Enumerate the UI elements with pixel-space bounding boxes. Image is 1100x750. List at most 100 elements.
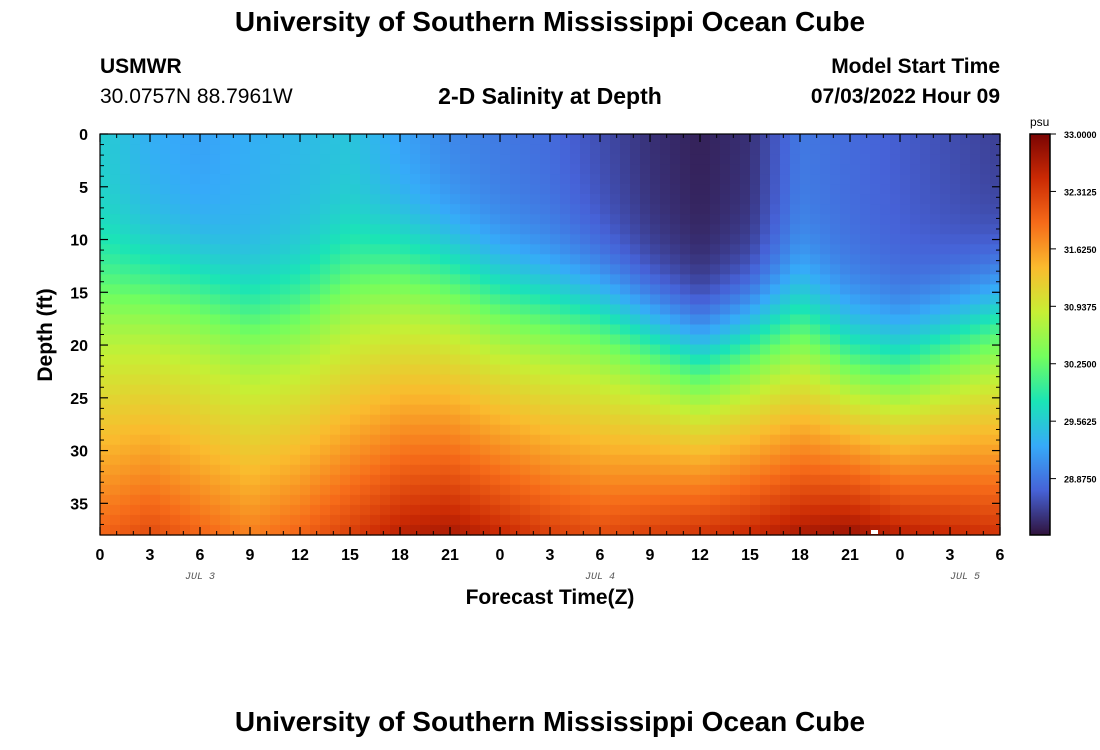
heatmap-cell — [960, 484, 971, 496]
heatmap-cell — [880, 184, 891, 195]
heatmap-cell — [980, 274, 991, 285]
heatmap-cell — [580, 184, 591, 195]
heatmap-cell — [160, 344, 171, 356]
heatmap-cell — [260, 334, 271, 346]
heatmap-cell — [580, 234, 591, 245]
heatmap-cell — [430, 324, 441, 336]
heatmap-cell — [740, 464, 751, 476]
heatmap-cell — [540, 484, 551, 496]
heatmap-cell — [360, 344, 371, 356]
heatmap-cell — [430, 524, 441, 536]
heatmap-cell — [800, 524, 811, 536]
heatmap-cell — [120, 254, 131, 265]
heatmap-cell — [690, 504, 701, 516]
heatmap-cell — [790, 484, 801, 496]
heatmap-cell — [940, 334, 951, 346]
heatmap-cell — [280, 234, 291, 245]
y-tick-label: 15 — [70, 285, 88, 302]
heatmap-cell — [900, 134, 911, 145]
heatmap-cell — [360, 134, 371, 145]
heatmap-cell — [190, 254, 201, 265]
heatmap-cell — [460, 434, 471, 446]
heatmap-cell — [930, 274, 941, 285]
heatmap-cell — [630, 304, 641, 316]
heatmap-cell — [790, 394, 801, 406]
heatmap-cell — [270, 394, 281, 406]
heatmap-cell — [760, 464, 771, 476]
heatmap-cell — [440, 384, 451, 396]
heatmap-cell — [360, 334, 371, 346]
heatmap-cell — [910, 444, 921, 456]
heatmap-cell — [550, 184, 561, 195]
heatmap-cell — [190, 384, 201, 396]
heatmap-cell — [810, 174, 821, 185]
heatmap-cell — [640, 194, 651, 205]
heatmap-cell — [890, 374, 901, 386]
heatmap-cell — [340, 164, 351, 175]
heatmap-cell — [390, 444, 401, 456]
heatmap-cell — [540, 514, 551, 526]
heatmap-cell — [300, 374, 311, 386]
heatmap-cell — [740, 454, 751, 466]
heatmap-cell — [320, 134, 331, 145]
heatmap-cell — [800, 304, 811, 316]
heatmap-cell — [700, 204, 711, 215]
heatmap-cell — [490, 524, 501, 536]
heatmap-cell — [270, 434, 281, 446]
heatmap-cell — [330, 494, 341, 506]
heatmap-cell — [120, 194, 131, 205]
heatmap-cell — [980, 154, 991, 165]
heatmap-cell — [280, 174, 291, 185]
heatmap-cell — [450, 264, 461, 275]
heatmap-cell — [710, 414, 721, 426]
heatmap-cell — [740, 474, 751, 486]
heatmap-cell — [100, 154, 111, 165]
heatmap-cell — [410, 164, 421, 175]
heatmap-cell — [950, 134, 961, 145]
heatmap-cell — [940, 134, 951, 145]
heatmap-cell — [620, 164, 631, 175]
heatmap-cell — [230, 164, 241, 175]
heatmap-cell — [400, 194, 411, 205]
heatmap-cell — [320, 334, 331, 346]
heatmap-cell — [770, 424, 781, 436]
heatmap-cell — [290, 394, 301, 406]
heatmap-cell — [730, 154, 741, 165]
heatmap-cell — [740, 494, 751, 506]
heatmap-cell — [540, 264, 551, 275]
heatmap-cell — [320, 364, 331, 376]
heatmap-cell — [280, 194, 291, 205]
heatmap-cell — [320, 314, 331, 326]
heatmap-cell — [680, 494, 691, 506]
heatmap-cell — [440, 444, 451, 456]
heatmap-cell — [350, 234, 361, 245]
heatmap-cell — [620, 224, 631, 235]
heatmap-cell — [370, 254, 381, 265]
heatmap-cell — [980, 524, 991, 536]
heatmap-cell — [260, 464, 271, 476]
footer-title: University of Southern Mississippi Ocean… — [234, 706, 866, 737]
heatmap-cell — [300, 144, 311, 155]
heatmap-cell — [590, 304, 601, 316]
heatmap-cell — [200, 184, 211, 195]
heatmap-cell — [400, 454, 411, 466]
heatmap-cell — [580, 144, 591, 155]
chart-subtitle: 2-D Salinity at Depth — [438, 83, 662, 109]
heatmap-cell — [450, 404, 461, 416]
heatmap-cell — [410, 484, 421, 496]
heatmap-cell — [930, 384, 941, 396]
heatmap-cell — [320, 264, 331, 275]
heatmap-cell — [700, 134, 711, 145]
heatmap-cell — [770, 444, 781, 456]
heatmap-cell — [700, 174, 711, 185]
heatmap-cell — [840, 454, 851, 466]
heatmap-cell — [780, 524, 791, 536]
heatmap-cell — [850, 424, 861, 436]
heatmap-cell — [350, 324, 361, 336]
heatmap-cell — [940, 324, 951, 336]
heatmap-cell — [880, 214, 891, 225]
heatmap-cell — [960, 494, 971, 506]
heatmap-cell — [440, 264, 451, 275]
heatmap-cell — [830, 394, 841, 406]
heatmap-cell — [100, 224, 111, 235]
